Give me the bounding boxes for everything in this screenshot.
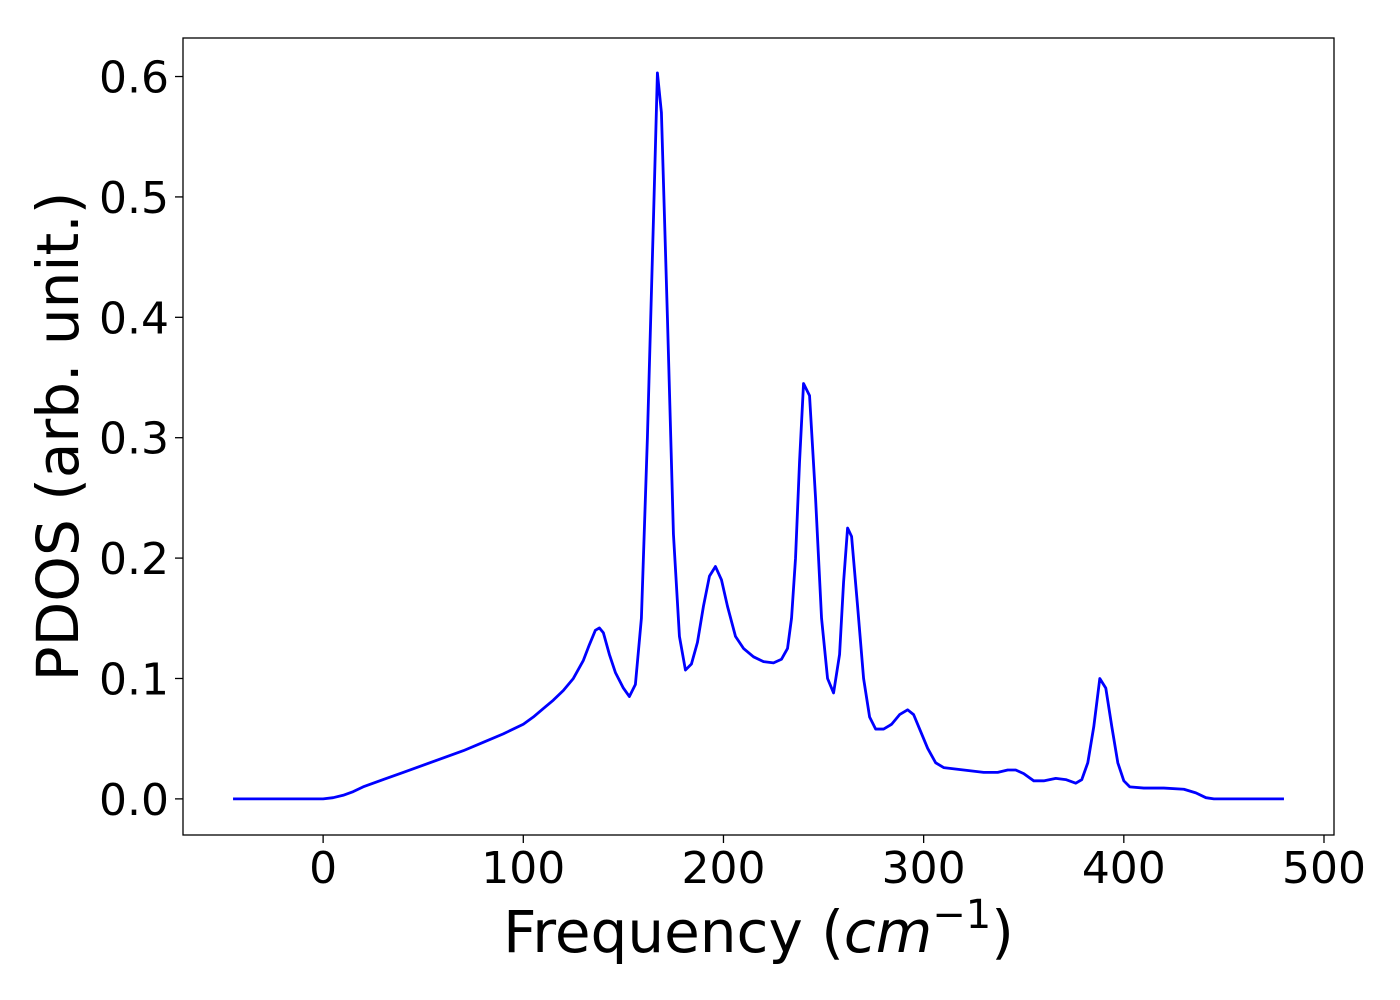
y-axis-label: PDOS (arb. unit.) [24, 192, 92, 682]
y-tick-label: 0.4 [99, 293, 169, 344]
x-tick-label: 500 [1282, 843, 1366, 894]
x-axis: 0 100 200 300 400 500 [309, 835, 1366, 894]
y-tick-label: 0.5 [99, 173, 169, 224]
y-tick-label: 0.6 [99, 53, 169, 104]
x-tick-label: 200 [681, 843, 765, 894]
x-axis-label: Frequency (cm−1) [503, 892, 1014, 966]
y-tick-label: 0.3 [99, 414, 169, 465]
x-axis-label-unit: cm [844, 898, 932, 966]
plot-area [233, 71, 1284, 801]
y-tick-label: 0.2 [99, 534, 169, 585]
plot-frame [182, 37, 1335, 836]
series-line-0 [233, 71, 1284, 801]
y-axis: 0.0 0.1 0.2 0.3 0.4 0.5 0.6 [99, 53, 183, 826]
y-tick-label: 0.1 [99, 654, 169, 705]
x-axis-label-text: Frequency ( [503, 898, 844, 966]
x-axis-label-close: ) [991, 898, 1014, 966]
x-tick-label: 0 [309, 843, 337, 894]
y-tick-label: 0.0 [99, 775, 169, 826]
x-tick-label: 100 [481, 843, 565, 894]
x-axis-label-exponent: −1 [932, 892, 991, 938]
x-tick-label: 300 [882, 843, 966, 894]
x-tick-label: 400 [1082, 843, 1166, 894]
